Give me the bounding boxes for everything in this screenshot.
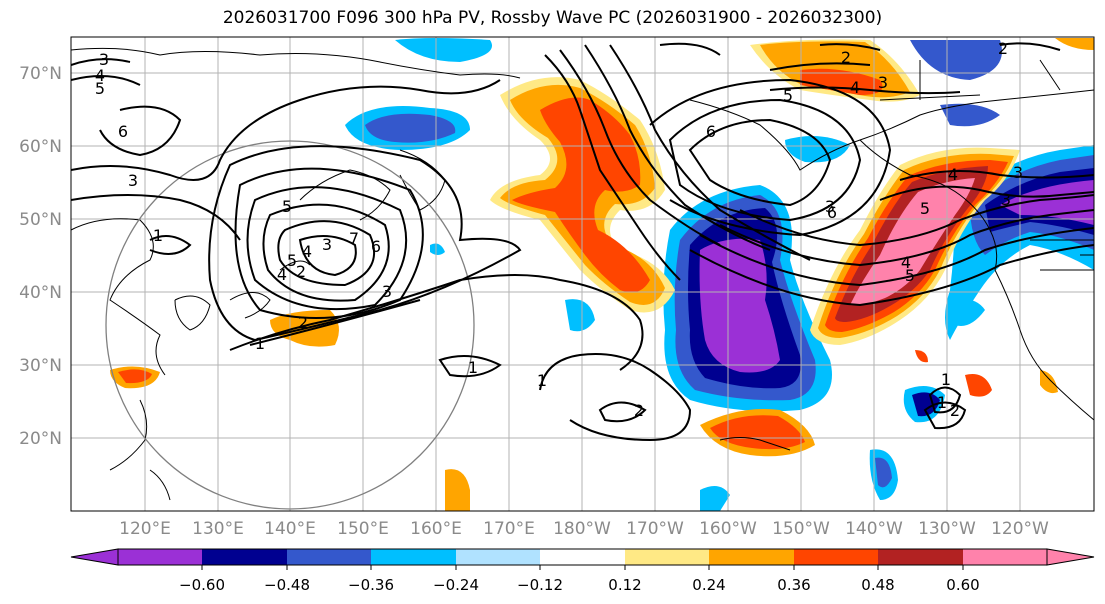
- latitude-labels: 70°N 60°N 50°N 40°N 30°N 20°N: [19, 64, 62, 449]
- colorbar-swatch: [963, 549, 1047, 565]
- contour-label: 2: [634, 401, 644, 420]
- contour-label: 3: [128, 171, 138, 190]
- longitude-labels: 120°E 130°E 140°E 150°E 160°E 170°E 180°…: [119, 519, 1049, 539]
- colorbar-swatch: [371, 549, 456, 565]
- contour-label: 4: [948, 165, 958, 184]
- pv-contours: [71, 42, 1094, 442]
- contour-labels: 3 4 5 6 3 1 5 4 3 2 4 3 5 6 6 4 5 4 3 2 …: [95, 39, 1023, 420]
- colorbar-label: −0.60: [179, 576, 225, 594]
- contour-label: 2: [841, 48, 851, 67]
- colorbar-label: 0.12: [608, 576, 641, 594]
- contour-label: 1: [941, 370, 951, 389]
- contour-label: 1: [153, 226, 163, 245]
- lon-label: 120°E: [119, 519, 171, 539]
- colorbar-swatch: [202, 549, 287, 565]
- lon-label: 170°E: [483, 519, 535, 539]
- contour-label: 3: [1001, 190, 1011, 209]
- contour-label: 3: [1013, 163, 1023, 182]
- contour-label: 1: [255, 334, 265, 353]
- lon-label: 130°W: [918, 519, 976, 539]
- colorbar-swatch: [118, 549, 202, 565]
- contour-label: 3: [878, 73, 888, 92]
- contour-label: 1: [537, 371, 547, 390]
- colorbar-outline: [117, 548, 1048, 566]
- contour-label: 1: [468, 358, 478, 377]
- contour-label: 5: [920, 199, 930, 218]
- lat-label: 30°N: [19, 356, 62, 376]
- lon-label: 120°W: [991, 519, 1049, 539]
- colorbar-label: −0.12: [517, 576, 563, 594]
- contour-label: 2: [298, 313, 308, 332]
- colorbar-swatch: [540, 549, 625, 565]
- contour-label: 6: [706, 122, 716, 141]
- contour-label: 3: [825, 197, 835, 216]
- lon-label: 180°W: [553, 519, 611, 539]
- lon-label: 140°W: [845, 519, 903, 539]
- contour-label: 2: [950, 401, 960, 420]
- contour-label: 3: [382, 282, 392, 301]
- contour-label: 4: [277, 265, 287, 284]
- colorbar-label: 0.48: [861, 576, 894, 594]
- lat-label: 50°N: [19, 210, 62, 230]
- contour-label: 2: [296, 262, 306, 281]
- colorbar-extend-low: [70, 548, 119, 566]
- lon-label: 160°E: [410, 519, 462, 539]
- colorbar-swatch: [287, 549, 371, 565]
- lat-label: 40°N: [19, 283, 62, 303]
- contour-label: 6: [371, 237, 381, 256]
- lat-label: 70°N: [19, 64, 62, 84]
- colorbar-label: 0.60: [946, 576, 979, 594]
- analysis-circle: [105, 140, 475, 510]
- contour-label: 6: [118, 122, 128, 141]
- map-title: 2026031700 F096 300 hPa PV, Rossby Wave …: [222, 8, 883, 28]
- colorbar-swatch: [794, 549, 878, 565]
- contour-label: 6: [827, 203, 837, 222]
- lon-label: 150°W: [772, 519, 830, 539]
- contour-label: 5: [282, 197, 292, 216]
- lat-label: 20°N: [19, 429, 62, 449]
- contour-label: 5: [95, 79, 105, 98]
- coastlines: [71, 47, 1094, 501]
- contour-label: 4: [302, 242, 312, 261]
- contour-label: 2: [998, 39, 1008, 58]
- colorbar-label: 0.36: [777, 576, 810, 594]
- contour-label: 4: [95, 66, 105, 85]
- lon-label: 160°W: [699, 519, 757, 539]
- colorbar-extend-high: [1046, 548, 1095, 566]
- colorbar-swatch: [878, 549, 963, 565]
- contour-label: 3: [99, 50, 109, 69]
- pv-anomaly-fill: [110, 38, 1094, 511]
- lon-label: 150°E: [337, 519, 389, 539]
- contour-label: 4: [850, 78, 860, 97]
- contour-label: 4: [901, 253, 911, 272]
- colorbar-swatch: [709, 549, 794, 565]
- contour-label: 5: [905, 266, 915, 285]
- contour-label: 3: [322, 235, 332, 254]
- map-frame: [70, 36, 1095, 512]
- lon-label: 170°W: [626, 519, 684, 539]
- lon-label: 140°E: [264, 519, 316, 539]
- colorbar-swatch: [456, 549, 540, 565]
- colorbar-swatch: [625, 549, 709, 565]
- contour-label: 5: [287, 251, 297, 270]
- contour-label: 7: [349, 229, 359, 248]
- lon-label: 130°E: [192, 519, 244, 539]
- lat-label: 60°N: [19, 137, 62, 157]
- colorbar: −0.60 −0.48 −0.36 −0.24 −0.12 0.12 0.24 …: [70, 548, 1095, 594]
- contour-label: 1: [937, 393, 947, 412]
- colorbar-label: 0.24: [692, 576, 725, 594]
- colorbar-label: −0.36: [348, 576, 394, 594]
- colorbar-label: −0.24: [433, 576, 479, 594]
- contour-label: 5: [783, 86, 793, 105]
- colorbar-label: −0.48: [264, 576, 310, 594]
